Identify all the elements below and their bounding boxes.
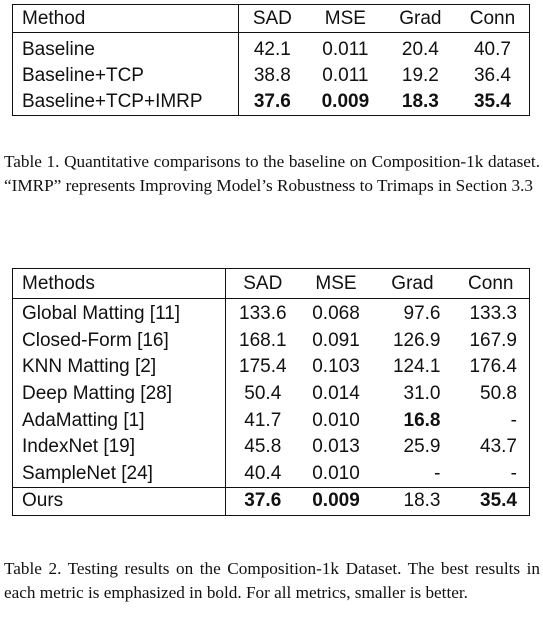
cell-grad: 124.1 — [392, 356, 441, 378]
cell-sad: 175.4 — [239, 356, 287, 378]
table1-caption: Table 1. Quantitative comparisons to the… — [4, 152, 540, 195]
cell-mse: 0.010 — [312, 462, 360, 484]
cell-grad-best: 18.3 — [401, 91, 439, 112]
table-header-row: Method SAD MSE Grad Conn — [12, 4, 530, 33]
cell-grad: 18.3 — [372, 487, 453, 516]
cell-mse-best: 0.009 — [299, 487, 373, 516]
table-row: SampleNet [24] 40.4 0.010 - - — [12, 460, 530, 488]
header-sad: SAD — [243, 272, 283, 294]
table-row: Deep Matting [28] 50.4 0.014 31.0 50.8 — [12, 380, 530, 408]
cell-sad: 50.4 — [244, 383, 282, 405]
cell-conn: 176.4 — [469, 356, 517, 378]
cell-method: Deep Matting [28] — [12, 380, 226, 408]
table-row: Baseline 42.1 0.011 20.4 40.7 — [12, 37, 530, 63]
table-row: Global Matting [11] 133.6 0.068 97.6 133… — [12, 301, 530, 328]
header-conn: Conn — [468, 272, 514, 294]
cell-grad: - — [434, 462, 441, 484]
cell-conn: 133.3 — [469, 303, 517, 325]
cell-conn-best: 35.4 — [473, 91, 511, 112]
cell-method: Baseline+TCP+IMRP — [12, 89, 239, 116]
cell-grad: 126.9 — [392, 329, 441, 351]
cell-sad: 42.1 — [253, 39, 291, 60]
table-row: Closed-Form [16] 168.1 0.091 126.9 167.9 — [12, 327, 530, 355]
cell-grad-best: 16.8 — [403, 409, 441, 431]
cell-mse: 0.091 — [312, 329, 360, 351]
cell-mse: 0.011 — [322, 39, 369, 60]
table-row: KNN Matting [2] 175.4 0.103 124.1 176.4 — [12, 354, 530, 381]
cell-method: IndexNet [19] — [12, 433, 226, 461]
cell-conn: - — [510, 409, 517, 431]
cell-method: Ours — [12, 487, 226, 516]
header-method: Method — [12, 4, 239, 33]
cell-grad: 97.6 — [403, 303, 441, 325]
header-conn: Conn — [455, 4, 530, 33]
header-grad: Grad — [391, 272, 434, 294]
cell-method: AdaMatting [1] — [12, 407, 226, 434]
cell-conn: 43.7 — [480, 436, 517, 458]
header-mse: MSE — [305, 4, 385, 33]
cell-sad: 133.6 — [239, 303, 287, 325]
cell-conn: 40.7 — [473, 39, 511, 60]
cell-sad: 41.7 — [244, 409, 282, 431]
cell-method: KNN Matting [2] — [12, 354, 226, 381]
header-grad: Grad — [384, 4, 456, 33]
cell-method: Baseline — [12, 37, 239, 63]
cell-conn-best: 35.4 — [452, 487, 530, 516]
cell-method: SampleNet [24] — [12, 460, 226, 488]
cell-mse: 0.011 — [322, 65, 369, 86]
comparison-table-baseline: Method SAD MSE Grad Conn Baseline 42.1 0… — [12, 4, 530, 116]
cell-conn: 50.8 — [480, 383, 517, 405]
cell-mse: 0.014 — [312, 383, 360, 405]
header-sad: SAD — [238, 4, 306, 33]
cell-sad-best: 37.6 — [253, 91, 291, 112]
table-row: Baseline+TCP+IMRP 37.6 0.009 18.3 35.4 — [12, 89, 530, 116]
cell-mse: 0.013 — [312, 436, 360, 458]
cell-mse: 0.103 — [312, 356, 360, 378]
cell-mse: 0.068 — [312, 303, 360, 325]
cell-sad: 45.8 — [244, 436, 282, 458]
cell-method: Baseline+TCP — [12, 63, 239, 89]
cell-sad: 168.1 — [239, 329, 287, 351]
header-separator — [12, 32, 530, 37]
table2-caption: Table 2. Testing results on the Composit… — [4, 559, 540, 602]
results-table-composition-1k: Methods SAD MSE Grad Conn Global Matting… — [12, 268, 530, 516]
cell-sad: 40.4 — [244, 462, 282, 484]
cell-conn: 167.9 — [469, 329, 517, 351]
table-row: AdaMatting [1] 41.7 0.010 16.8 - — [12, 407, 530, 434]
cell-conn: - — [510, 462, 517, 484]
cell-conn: 36.4 — [473, 65, 511, 86]
header-separator — [12, 298, 530, 301]
cell-mse-best: 0.009 — [321, 91, 370, 112]
header-mse: MSE — [315, 272, 357, 294]
cell-method: Closed-Form [16] — [12, 327, 226, 355]
table-row: IndexNet [19] 45.8 0.013 25.9 43.7 — [12, 433, 530, 461]
table-row-ours: Ours 37.6 0.009 18.3 35.4 — [12, 487, 530, 516]
cell-grad: 31.0 — [403, 383, 441, 405]
cell-grad: 25.9 — [403, 436, 441, 458]
cell-mse: 0.010 — [312, 409, 360, 431]
cell-sad-best: 37.6 — [225, 487, 300, 516]
table-header-row: Methods SAD MSE Grad Conn — [12, 268, 530, 299]
table-row: Baseline+TCP 38.8 0.011 19.2 36.4 — [12, 63, 530, 89]
cell-grad: 19.2 — [401, 65, 439, 86]
cell-sad: 38.8 — [253, 65, 291, 86]
cell-method: Global Matting [11] — [12, 301, 226, 328]
cell-grad: 20.4 — [401, 39, 439, 60]
header-methods: Methods — [12, 268, 226, 299]
